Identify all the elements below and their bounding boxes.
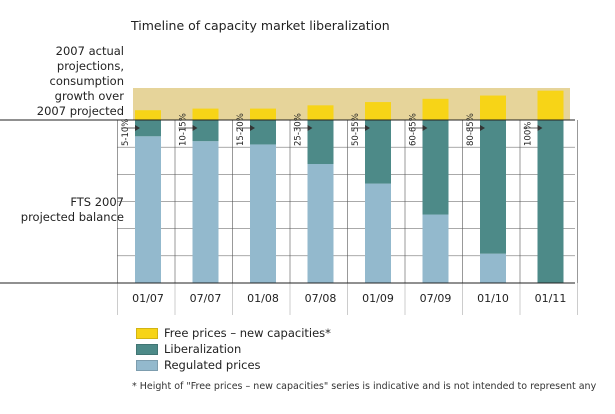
legend-swatch-liberalization bbox=[136, 343, 158, 355]
bar-liberalization bbox=[480, 120, 506, 254]
side-label-line: projected balance bbox=[20, 210, 124, 224]
category-label: 01/10 bbox=[477, 292, 509, 305]
legend-swatch-regulated bbox=[136, 359, 158, 371]
legend-label: Regulated prices bbox=[164, 358, 261, 372]
side-label-line: projections, bbox=[56, 59, 124, 73]
bar-free-prices bbox=[365, 102, 391, 120]
side-label-projections: 2007 actual projections, consumption gro… bbox=[37, 44, 124, 119]
bar-free-prices bbox=[480, 95, 506, 120]
liberalization-share-label: 10-15% bbox=[179, 113, 189, 146]
bar-free-prices bbox=[192, 108, 219, 120]
side-label-balance: FTS 2007 projected balance bbox=[21, 195, 124, 225]
arrow-head bbox=[422, 125, 428, 131]
bar-liberalization bbox=[307, 120, 334, 165]
category-label: 01/11 bbox=[535, 292, 567, 305]
legend-item-regulated: Regulated prices bbox=[136, 358, 261, 372]
footnote: * Height of "Free prices – new capacitie… bbox=[132, 381, 597, 392]
category-label: 01/08 bbox=[247, 292, 279, 305]
bar-regulated-prices bbox=[365, 183, 391, 283]
liberalization-share-label: 15-20% bbox=[236, 113, 246, 146]
arrow-head bbox=[307, 125, 313, 131]
bar-regulated-prices bbox=[192, 141, 219, 283]
category-label: 01/09 bbox=[362, 292, 394, 305]
bar-free-prices bbox=[537, 90, 564, 120]
category-label: 07/09 bbox=[420, 292, 452, 305]
side-label-line: FTS 2007 bbox=[70, 195, 124, 209]
bar-liberalization bbox=[192, 120, 219, 142]
bar-liberalization bbox=[250, 120, 276, 145]
bar-regulated-prices bbox=[307, 164, 334, 283]
bar-free-prices bbox=[307, 105, 334, 120]
bar-liberalization bbox=[537, 120, 564, 283]
arrow-head bbox=[365, 125, 370, 131]
arrow-head bbox=[250, 125, 255, 131]
legend-swatch-free-prices bbox=[136, 327, 158, 339]
bar-regulated-prices bbox=[480, 253, 506, 283]
bar-free-prices bbox=[250, 108, 276, 120]
bar-free-prices bbox=[422, 98, 449, 120]
liberalization-share-label: 5-10% bbox=[121, 119, 131, 146]
liberalization-share-label: 25-30% bbox=[294, 113, 304, 146]
bar-regulated-prices bbox=[135, 136, 161, 283]
bar-regulated-prices bbox=[250, 144, 276, 283]
arrow-head bbox=[135, 125, 140, 131]
liberalization-share-label: 50-55% bbox=[351, 113, 361, 146]
arrow-head bbox=[480, 125, 485, 131]
bar-regulated-prices bbox=[422, 214, 449, 283]
legend-label: Free prices – new capacities* bbox=[164, 326, 331, 340]
category-label: 07/07 bbox=[190, 292, 222, 305]
bar-liberalization bbox=[365, 120, 391, 184]
arrow-head bbox=[537, 125, 543, 131]
liberalization-share-label: 60-65% bbox=[409, 113, 419, 146]
side-label-line: consumption bbox=[49, 74, 124, 88]
bar-free-prices bbox=[135, 110, 161, 120]
category-label: 01/07 bbox=[132, 292, 164, 305]
arrow-head bbox=[192, 125, 198, 131]
bar-liberalization bbox=[422, 120, 449, 215]
category-label: 07/08 bbox=[305, 292, 337, 305]
side-label-line: growth over bbox=[54, 89, 124, 103]
bar-liberalization bbox=[135, 120, 161, 137]
side-label-line: 2007 projected bbox=[36, 104, 124, 118]
liberalization-share-label: 100% bbox=[524, 122, 534, 146]
liberalization-share-label: 80-85% bbox=[466, 113, 476, 146]
legend-item-liberalization: Liberalization bbox=[136, 342, 241, 356]
chart-title: Timeline of capacity market liberalizati… bbox=[131, 18, 390, 33]
legend-label: Liberalization bbox=[164, 342, 242, 356]
side-label-line: 2007 actual bbox=[55, 44, 124, 58]
legend-item-free-prices: Free prices – new capacities* bbox=[136, 326, 331, 340]
